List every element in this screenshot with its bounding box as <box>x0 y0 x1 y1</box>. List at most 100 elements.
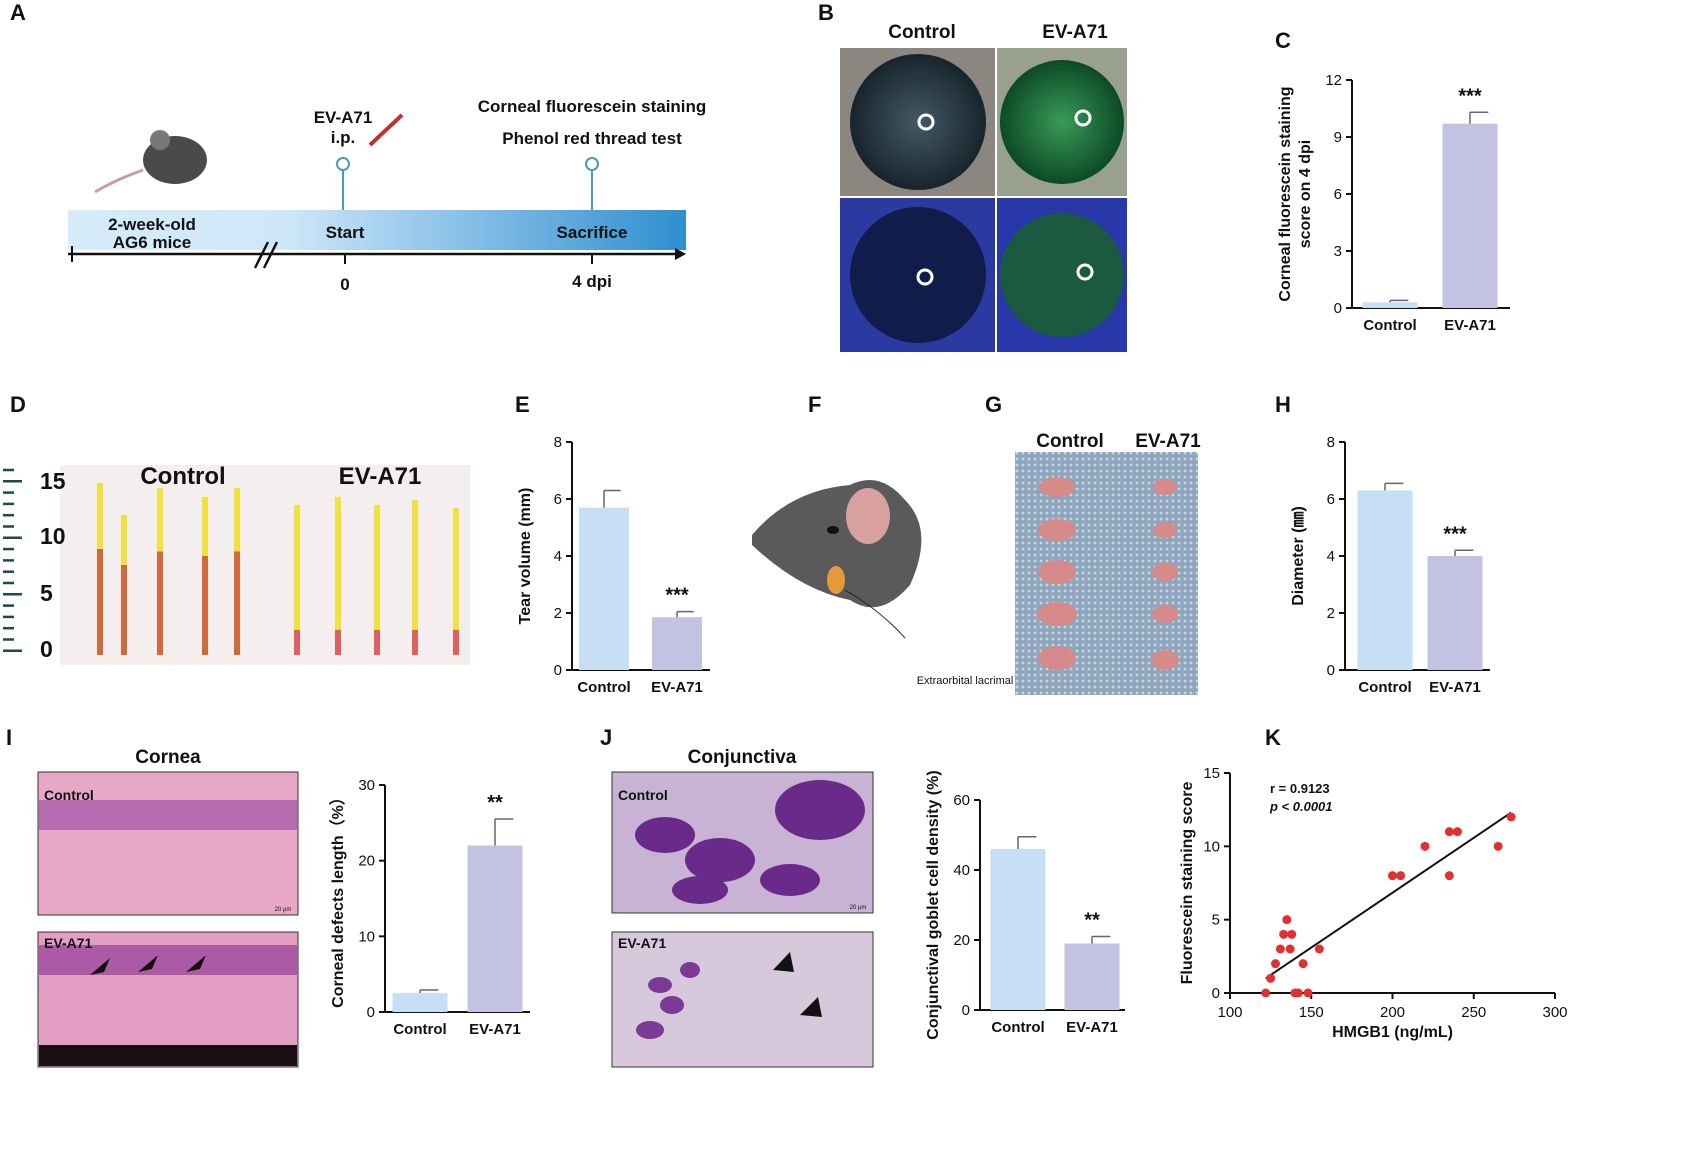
gland <box>827 566 845 594</box>
mouse-ear <box>150 130 170 150</box>
y-axis-label: Tear volume (mm) <box>517 488 534 625</box>
end-time: 4 dpi <box>572 272 612 291</box>
x-tick-label: EV-A71 <box>469 1021 521 1038</box>
y-tick-label: 6 <box>1327 491 1335 508</box>
timeline-bar <box>68 210 686 250</box>
fit-line <box>1265 811 1512 980</box>
panel-label: Control <box>618 787 668 803</box>
y-tick-label: 0 <box>554 662 562 679</box>
point <box>1493 841 1503 851</box>
mouse-diagram: Extraorbital lacrimal gland <box>752 480 1043 687</box>
point <box>1282 915 1292 925</box>
gland-photo: Control EV-A71 <box>1015 431 1201 695</box>
ruler-label: 5 <box>40 580 53 606</box>
y-tick-label: 4 <box>1327 548 1335 565</box>
y-tick-label: 20 <box>358 853 375 870</box>
bar <box>1064 943 1120 1010</box>
bar <box>1362 302 1418 308</box>
panel-letter: E <box>515 392 530 417</box>
point <box>1298 959 1308 969</box>
reflection <box>916 268 934 286</box>
y-tick-label: 12 <box>1325 72 1342 89</box>
glands <box>1037 477 1179 670</box>
bar <box>990 849 1046 1010</box>
column-label: Control <box>1036 431 1104 452</box>
y-axis-label: Corneal defects length（%） <box>329 789 347 1008</box>
point <box>1453 827 1462 837</box>
arrowheads <box>90 955 206 975</box>
significance: ** <box>487 792 503 814</box>
reflection <box>1076 263 1094 281</box>
y-tick-label: 15 <box>1203 765 1220 782</box>
start: Start <box>326 223 365 242</box>
point <box>1444 871 1454 881</box>
micrograph <box>37 771 299 916</box>
y-tick-label: 8 <box>1327 434 1335 451</box>
significance: *** <box>1443 523 1467 545</box>
bar <box>1442 123 1498 308</box>
point <box>1444 827 1454 837</box>
bar <box>1427 556 1483 670</box>
axis-break <box>253 241 279 269</box>
pointer <box>844 589 906 639</box>
bar <box>467 845 523 1012</box>
significance: ** <box>1084 910 1100 932</box>
y-axis-label: score on 4 dpi <box>1297 140 1314 248</box>
ruler-label: 15 <box>40 468 66 494</box>
arrow <box>675 248 686 260</box>
y-tick-label: 2 <box>1327 605 1335 622</box>
y-tick-label: 4 <box>554 548 562 565</box>
gland-label: Extraorbital lacrimal gland <box>917 675 1044 687</box>
point <box>1266 973 1276 983</box>
syringe <box>368 113 404 147</box>
animals: AG6 mice <box>113 233 191 252</box>
reflection <box>917 113 935 131</box>
y-tick-label: 9 <box>1334 129 1342 146</box>
x-tick-label: 200 <box>1380 1004 1405 1021</box>
scale-bar: 20 μm <box>850 905 867 911</box>
annotation: p < 0.0001 <box>1269 799 1333 814</box>
significance: *** <box>1458 85 1482 107</box>
start-time: 0 <box>340 275 349 294</box>
photo <box>60 465 470 665</box>
point <box>1275 944 1285 954</box>
eye <box>1000 60 1124 184</box>
bar <box>652 617 702 670</box>
y-tick-label: 30 <box>358 777 375 794</box>
thread-photo: Control EV-A71 15 10 5 0 <box>3 463 470 665</box>
y-tick-label: 0 <box>367 1004 375 1021</box>
x-tick-label: EV-A71 <box>1066 1019 1118 1036</box>
y-tick-label: 20 <box>953 932 970 949</box>
point <box>1396 871 1406 881</box>
bar <box>579 507 629 670</box>
x-tick-label: EV-A71 <box>1429 679 1481 696</box>
panel-letter: J <box>600 725 612 750</box>
x-tick-label: Control <box>991 1019 1044 1036</box>
point <box>1506 812 1516 822</box>
injection: EV-A71 <box>314 108 373 127</box>
end: Sacrifice <box>557 223 628 242</box>
pin-head <box>585 157 599 171</box>
goblet-cells <box>636 962 700 1039</box>
ear <box>846 488 890 544</box>
x-tick-label: Control <box>1363 317 1416 334</box>
pigment <box>39 1045 297 1066</box>
arrowheads <box>773 952 822 1017</box>
y-tick-label: 0 <box>1334 300 1342 317</box>
x-tick-label: EV-A71 <box>651 679 703 696</box>
x-tick-label: Control <box>393 1021 446 1038</box>
epithelium <box>39 945 297 975</box>
y-axis-label: Diameter (㎜) <box>1290 506 1307 606</box>
x-tick-label: Control <box>1358 679 1411 696</box>
y-axis-label: Conjunctival goblet cell density (%) <box>925 770 942 1039</box>
annotation: r = 0.9123 <box>1270 781 1330 796</box>
y-tick-label: 60 <box>953 792 970 809</box>
panel-label: Control <box>44 787 94 803</box>
panel-letter: C <box>1275 28 1291 53</box>
y-tick-label: 5 <box>1212 912 1220 929</box>
eye <box>827 526 839 534</box>
point <box>1285 944 1295 954</box>
y-tick-label: 8 <box>554 434 562 451</box>
